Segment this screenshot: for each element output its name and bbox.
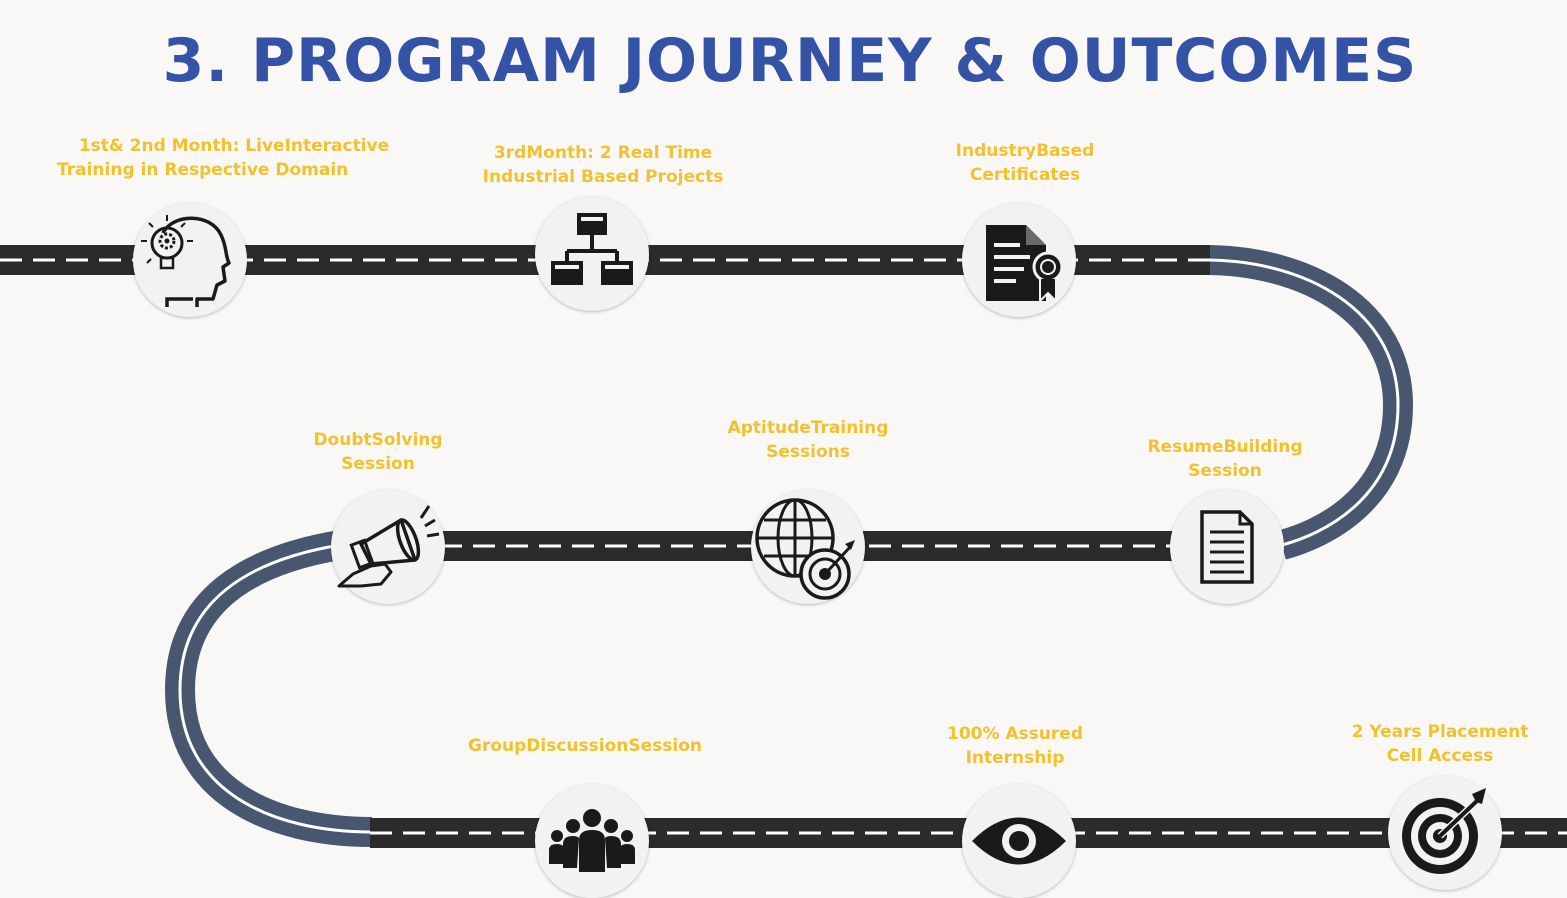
step-node-6 — [331, 490, 445, 604]
step-label-line: Certificates — [969, 165, 1081, 185]
step-label-line: 1st& 2nd Month: LiveInteractive — [78, 136, 390, 156]
document-icon — [1200, 510, 1254, 584]
step-label-3: IndustryBased Certificates — [915, 139, 1135, 187]
step-node-5 — [751, 490, 865, 604]
step-label-1: 1st& 2nd Month: LiveInteractive Training… — [50, 134, 390, 182]
step-label-5: AptitudeTraining Sessions — [698, 416, 918, 464]
certificate-icon — [986, 225, 1064, 304]
step-node-4 — [1170, 490, 1284, 604]
target-icon — [1402, 788, 1486, 874]
head-gear-bulb-icon — [141, 215, 231, 307]
step-label-line: Training in Respective Domain — [57, 160, 349, 180]
step-label-line: Industrial Based Projects — [482, 167, 724, 187]
step-label-line: Sessions — [766, 442, 850, 462]
globe-target-icon — [755, 498, 855, 600]
step-label-7: GroupDiscussionSession — [455, 734, 715, 758]
step-label-line: DoubtSolving — [313, 430, 443, 450]
step-node-7 — [535, 784, 649, 898]
step-node-9 — [1388, 776, 1502, 890]
step-label-line: 3rdMonth: 2 Real Time — [493, 143, 713, 163]
eye-icon — [972, 817, 1066, 865]
step-label-line: Session — [341, 454, 415, 474]
step-label-line: AptitudeTraining — [727, 418, 889, 438]
step-label-2: 3rdMonth: 2 Real Time Industrial Based P… — [463, 141, 743, 189]
road-curve-right-line — [1204, 258, 1400, 547]
step-label-9: 2 Years Placement Cell Access — [1335, 720, 1545, 768]
step-node-3 — [962, 203, 1076, 317]
step-label-line: GroupDiscussionSession — [468, 736, 702, 756]
step-label-4: ResumeBuilding Session — [1115, 435, 1335, 483]
step-label-line: IndustryBased — [955, 141, 1095, 161]
step-label-line: ResumeBuilding — [1147, 437, 1303, 457]
road-curve-left-line — [178, 543, 373, 834]
step-node-2 — [535, 197, 649, 311]
megaphone-icon — [337, 505, 440, 588]
step-node-8 — [962, 784, 1076, 898]
step-node-1 — [133, 203, 247, 317]
step-label-8: 100% Assured Internship — [915, 722, 1115, 770]
step-label-line: 100% Assured — [946, 724, 1084, 744]
step-label-line: Internship — [965, 748, 1065, 768]
step-label-6: DoubtSolving Session — [288, 428, 468, 476]
step-label-line: Cell Access — [1386, 746, 1494, 766]
step-label-line: 2 Years Placement — [1351, 722, 1529, 742]
hierarchy-icon — [551, 213, 633, 285]
group-icon — [549, 809, 635, 872]
page-title: 3. PROGRAM JOURNEY & OUTCOMES — [162, 26, 1418, 96]
step-label-line: Session — [1188, 461, 1262, 481]
